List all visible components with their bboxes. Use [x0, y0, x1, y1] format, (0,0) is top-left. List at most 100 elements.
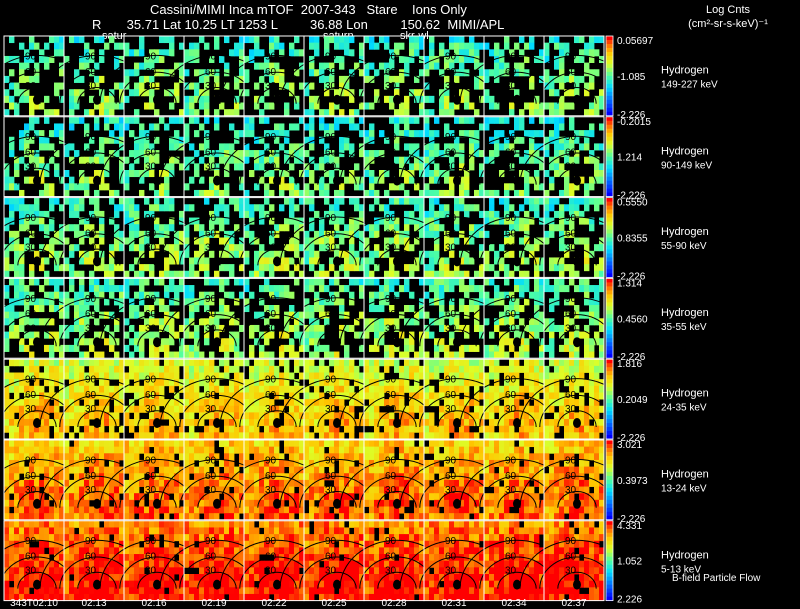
pixel: [569, 217, 575, 225]
contour-label: 60: [85, 390, 97, 401]
pixel: [539, 298, 545, 306]
pixel: [9, 466, 15, 474]
pixel: [424, 419, 430, 427]
pixel: [29, 385, 35, 393]
pixel: [369, 176, 375, 184]
pixel: [519, 385, 525, 393]
pixel: [134, 412, 140, 420]
pixel: [119, 425, 125, 433]
pixel: [89, 446, 95, 454]
pixel: [4, 466, 10, 474]
pixel: [9, 230, 15, 238]
pixel: [424, 224, 430, 232]
pixel: [19, 372, 25, 380]
pixel: [569, 156, 575, 164]
pixel: [409, 318, 415, 326]
pixel: [54, 479, 60, 487]
colorbar-segment: [606, 103, 613, 109]
pixel: [299, 150, 305, 158]
pixel: [199, 365, 205, 373]
pixel: [504, 278, 510, 286]
pixel: [569, 197, 575, 205]
pixel: [294, 217, 300, 225]
pixel: [529, 405, 535, 413]
pixel: [449, 405, 455, 413]
pixel: [219, 189, 225, 197]
pixel: [254, 237, 260, 245]
pixel: [324, 311, 330, 319]
pixel: [349, 197, 355, 205]
pixel: [204, 136, 210, 144]
pixel: [39, 210, 45, 218]
pixel: [274, 291, 280, 299]
pixel: [489, 419, 495, 427]
colorbar-segment: [606, 83, 613, 89]
pixel: [159, 116, 165, 124]
pixel: [219, 338, 225, 346]
pixel: [474, 412, 480, 420]
pixel: [439, 405, 445, 413]
pixel: [294, 324, 300, 332]
pixel: [129, 244, 135, 252]
pixel: [584, 217, 590, 225]
contour-arc: [399, 54, 515, 104]
pixel: [184, 69, 190, 77]
pixel: [234, 82, 240, 90]
pixel: [69, 270, 75, 278]
pixel: [434, 270, 440, 278]
pixel: [329, 359, 335, 367]
pixel: [64, 55, 70, 63]
pixel: [329, 156, 335, 164]
pixel: [599, 170, 605, 178]
pixel: [509, 365, 515, 373]
pixel: [594, 36, 600, 44]
pixel: [229, 156, 235, 164]
pixel: [434, 189, 440, 197]
pixel: [339, 298, 345, 306]
pixel: [449, 331, 455, 339]
pixel: [9, 405, 15, 413]
pixel: [84, 432, 90, 440]
pixel: [434, 55, 440, 63]
pixel: [484, 432, 490, 440]
pixel: [239, 102, 245, 110]
pixel: [354, 379, 360, 387]
pixel: [519, 237, 525, 245]
pixel: [454, 278, 460, 286]
pixel: [569, 365, 575, 373]
pixel: [169, 257, 175, 265]
pixel: [204, 392, 210, 400]
pixel: [84, 351, 90, 359]
contour-arc: [497, 329, 537, 347]
planet-marker: [333, 418, 341, 428]
pixel: [24, 217, 30, 225]
pixel: [259, 359, 265, 367]
pixel: [549, 305, 555, 313]
contour-arc: [257, 167, 297, 185]
pixel: [59, 311, 65, 319]
pixel: [194, 379, 200, 387]
pixel: [319, 244, 325, 252]
pixel: [279, 49, 285, 57]
pixel: [119, 298, 125, 306]
pixel: [329, 379, 335, 387]
colorbar-segment: [606, 334, 613, 339]
pixel: [254, 270, 260, 278]
pixel: [394, 109, 400, 117]
pixel: [199, 230, 205, 238]
pixel: [324, 372, 330, 380]
pixel: [9, 197, 15, 205]
pixel: [584, 143, 590, 151]
pixel: [209, 298, 215, 306]
pixel: [444, 89, 450, 97]
pixel: [449, 250, 455, 258]
pixel: [414, 372, 420, 380]
pixel: [189, 359, 195, 367]
pixel: [584, 324, 590, 332]
pixel: [219, 399, 225, 407]
pixel: [459, 49, 465, 57]
contour-label: 30: [145, 404, 157, 415]
pixel: [124, 419, 130, 427]
pixel: [489, 189, 495, 197]
